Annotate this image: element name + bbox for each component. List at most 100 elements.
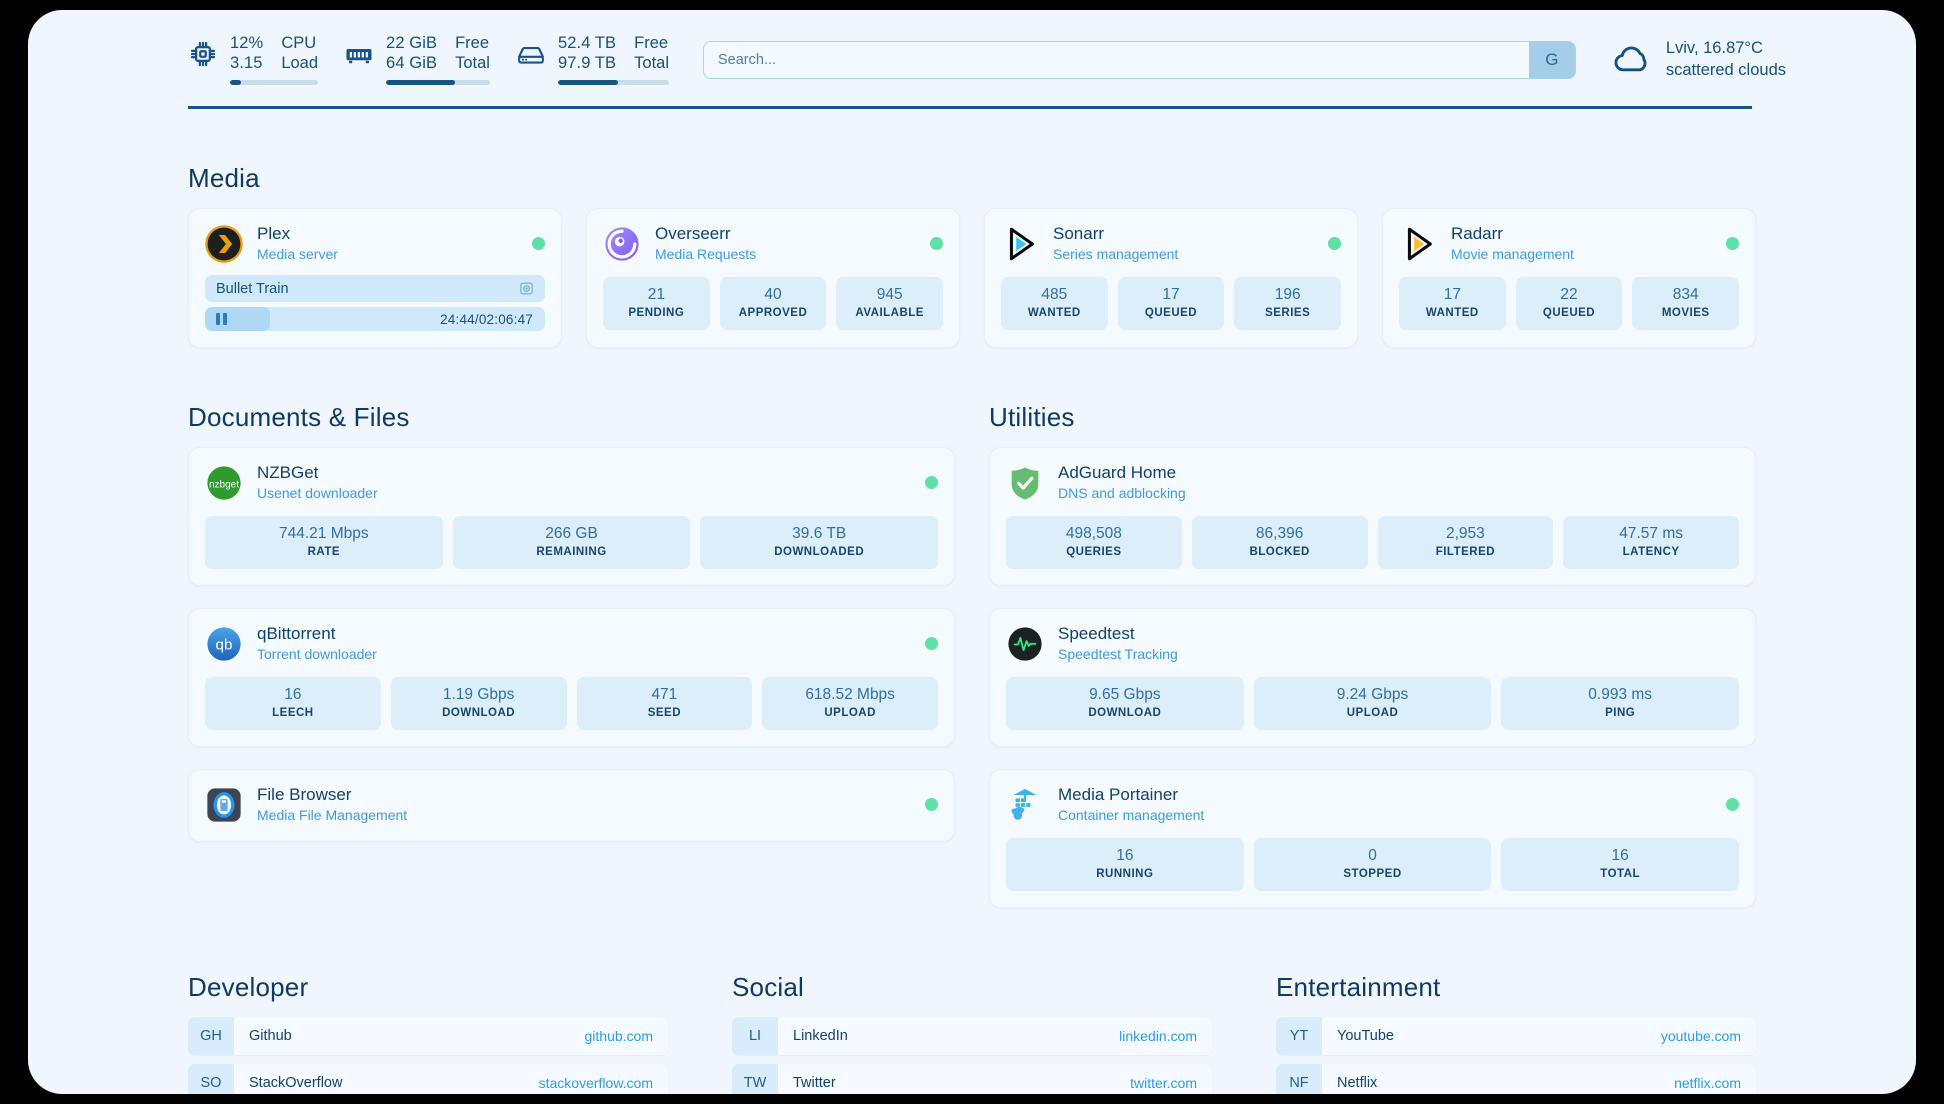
stat-tile: 22 QUEUED (1515, 277, 1623, 330)
stat-tile: 17 WANTED (1399, 277, 1506, 330)
service-desc: Usenet downloader (257, 485, 378, 501)
service-card-filebrowser[interactable]: File Browser Media File Management (188, 769, 955, 842)
search-input[interactable] (704, 42, 1529, 78)
stat-label: STOPPED (1343, 868, 1402, 880)
bookmark-abbr: SO (188, 1064, 234, 1094)
stat-value: 498,508 (1065, 525, 1122, 542)
stat-label: REMAINING (536, 546, 607, 558)
stat-label: DOWNLOAD (1088, 707, 1162, 719)
documents-utilities-columns: Documents & Files nzbget NZBGet (188, 348, 1756, 908)
service-card-speedtest[interactable]: Speedtest Speedtest Tracking 9.65 Gbps D… (989, 608, 1756, 747)
bookmark-item-twitter[interactable]: TW Twitter twitter.com (732, 1064, 1212, 1094)
stat-value: 1.19 Gbps (442, 686, 515, 703)
status-indicator-online (532, 237, 545, 250)
cpu-usage-value: 12% (230, 34, 264, 52)
status-indicator-online (1726, 237, 1739, 250)
now-playing-progress-bar[interactable]: 24:44/02:06:47 (205, 307, 545, 331)
stat-tiles: 744.21 Mbps RATE 266 GB REMAINING 39.6 T… (205, 516, 939, 569)
stat-value: 17 (1162, 286, 1180, 303)
bookmark-name: StackOverflow (249, 1075, 343, 1091)
card-header: Speedtest Speedtest Tracking (1006, 623, 1739, 664)
stat-tile: 16 TOTAL (1501, 838, 1740, 891)
disk-icon (516, 39, 546, 69)
stat-label: RUNNING (1096, 868, 1154, 880)
card-header: nzbget NZBGet Usenet downloader (205, 462, 938, 503)
status-indicator-online (925, 476, 938, 489)
stat-tile: 266 GB REMAINING (452, 516, 691, 569)
bookmark-item-netflix[interactable]: NF Netflix netflix.com (1276, 1064, 1756, 1094)
card-title-block: File Browser Media File Management (257, 784, 911, 825)
stat-value: 0.993 ms (1588, 686, 1653, 703)
bookmark-item-github[interactable]: GH Github github.com (188, 1017, 668, 1055)
dashboard-header: 12% 3.15 CPU Load (188, 10, 1786, 85)
stat-value: 744.21 Mbps (279, 525, 369, 542)
stat-value: 47.57 ms (1619, 525, 1683, 542)
stat-tiles: 9.65 Gbps DOWNLOAD 9.24 Gbps UPLOAD 0.99… (1006, 677, 1740, 730)
card-header: Plex Media server (205, 223, 545, 264)
card-title-block: Overseerr Media Requests (655, 223, 916, 264)
search-submit-button[interactable]: G (1528, 42, 1575, 78)
service-card-overseerr[interactable]: Overseerr Media Requests 21 PENDING 40 A… (586, 208, 960, 348)
utilities-column: Utilities AdGuard Home (989, 348, 1756, 908)
stat-value: 471 (651, 686, 678, 703)
bookmark-abbr: LI (732, 1017, 778, 1055)
memory-icon (344, 39, 374, 69)
weather-location-temp: Lviv, 16.87°C (1665, 39, 1763, 57)
bookmark-url: netflix.com (1674, 1075, 1741, 1091)
search-box[interactable]: G (703, 41, 1576, 79)
service-name: qBittorrent (257, 624, 336, 643)
stat-tiles: 16 RUNNING 0 STOPPED 16 TOTAL (1006, 838, 1740, 891)
bookmark-abbr: TW (732, 1064, 778, 1094)
card-title-block: Radarr Movie management (1451, 223, 1712, 264)
pause-icon[interactable] (216, 313, 227, 325)
service-card-adguard-home[interactable]: AdGuard Home DNS and adblocking 498,508 … (989, 447, 1756, 586)
bookmark-list: LI LinkedIn linkedin.com TW Twitter twit… (732, 1017, 1212, 1094)
service-card-plex[interactable]: Plex Media server Bullet Train (188, 208, 562, 348)
weather-condition: scattered clouds (1665, 61, 1786, 79)
stat-tile: 86,396 BLOCKED (1191, 516, 1368, 569)
service-desc: Container management (1058, 807, 1205, 823)
bookmark-item-linkedin[interactable]: LI LinkedIn linkedin.com (732, 1017, 1212, 1055)
bookmark-item-stackoverflow[interactable]: SO StackOverflow stackoverflow.com (188, 1064, 668, 1094)
memory-label-bottom: Total (455, 54, 490, 72)
service-desc: Media File Management (257, 807, 408, 823)
qbittorrent-icon: qb (205, 625, 243, 663)
search-area: G (669, 41, 1610, 79)
card-title-block: Media Portainer Container management (1058, 784, 1712, 825)
cast-icon[interactable] (519, 281, 534, 296)
filebrowser-icon (205, 786, 243, 824)
card-header: Media Portainer Container management (1006, 784, 1739, 825)
section-title-entertainment: Entertainment (1276, 972, 1441, 1002)
bookmark-name: Netflix (1337, 1075, 1378, 1091)
cpu-label-bottom: Load (281, 54, 319, 72)
sonarr-icon (1001, 225, 1039, 263)
bookmark-name: Github (249, 1028, 292, 1044)
service-card-qbittorrent[interactable]: qb qBittorrent Torrent downloader (188, 608, 955, 747)
service-card-sonarr[interactable]: Sonarr Series management 485 WANTED 17 Q… (984, 208, 1358, 348)
now-playing-time: 24:44/02:06:47 (440, 312, 533, 327)
card-title-block: AdGuard Home DNS and adblocking (1058, 462, 1739, 503)
stat-tile: 498,508 QUERIES (1006, 516, 1182, 569)
stat-tile: 21 PENDING (603, 277, 710, 330)
service-name: Overseerr (655, 224, 731, 243)
stat-label: DOWNLOADED (774, 546, 865, 558)
card-header: Sonarr Series management (1001, 223, 1341, 264)
service-desc: Speedtest Tracking (1058, 646, 1178, 662)
service-card-media-portainer[interactable]: Media Portainer Container management 16 … (989, 769, 1756, 908)
service-card-nzbget[interactable]: nzbget NZBGet Usenet downloader 74 (188, 447, 955, 586)
stat-label: UPLOAD (1346, 707, 1399, 719)
service-card-radarr[interactable]: Radarr Movie management 17 WANTED 22 QUE… (1382, 208, 1756, 348)
stat-tile: 471 SEED (576, 677, 753, 730)
service-name: Plex (257, 224, 291, 243)
card-title-block: NZBGet Usenet downloader (257, 462, 911, 503)
bookmark-item-youtube[interactable]: YT YouTube youtube.com (1276, 1017, 1756, 1055)
stat-value: 196 (1274, 286, 1301, 303)
stat-label: PING (1605, 707, 1636, 719)
now-playing-title-bar: Bullet Train (205, 275, 545, 302)
overseerr-icon (603, 225, 641, 263)
stat-tile: 40 APPROVED (719, 277, 827, 330)
bookmark-url: linkedin.com (1119, 1028, 1197, 1044)
disk-total-value: 97.9 TB (557, 54, 617, 72)
cpu-icon (188, 39, 218, 69)
cpu-usage-bar-fill (230, 80, 241, 85)
